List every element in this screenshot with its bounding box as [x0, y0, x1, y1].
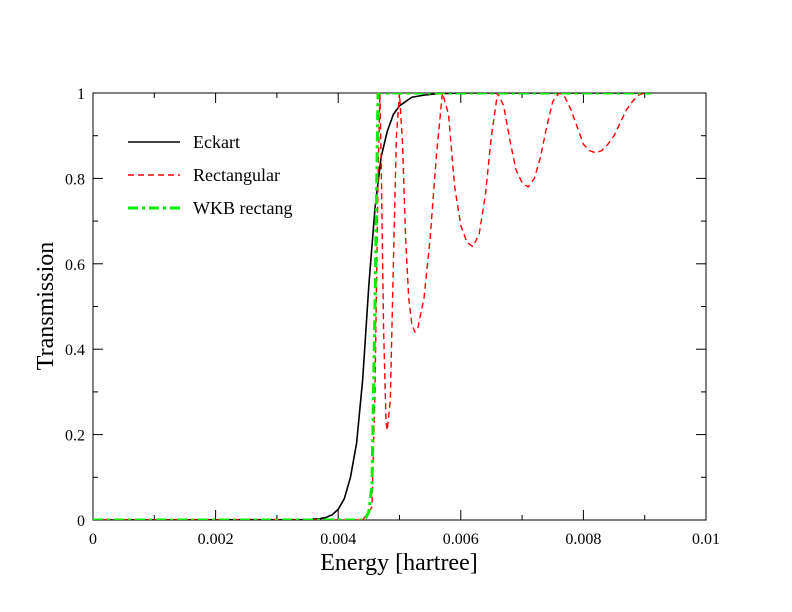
- x-tick-label: 0.008: [565, 531, 601, 548]
- y-tick-label: 1: [77, 86, 85, 103]
- x-tick-label: 0.002: [198, 531, 234, 548]
- x-tick-label: 0.004: [320, 531, 356, 548]
- axis-ticks: [92, 92, 707, 521]
- legend-label: WKB rectang: [193, 198, 292, 218]
- series-layer: [93, 93, 651, 520]
- legend-label: Rectangular: [193, 165, 280, 185]
- plot-frame: [92, 92, 707, 521]
- x-tick-label: 0: [89, 531, 97, 548]
- y-tick-label: 0.4: [65, 342, 85, 359]
- y-tick-label: 0: [77, 513, 85, 530]
- y-tick-label: 0.2: [65, 428, 85, 445]
- series-line-wkb-rectang: [93, 93, 651, 520]
- y-tick-label: 0.6: [65, 257, 85, 274]
- series-line-rectangular: [93, 93, 651, 520]
- legend: Eckart Rectangular WKB rectang: [128, 132, 292, 218]
- y-axis-title: Transmission: [33, 242, 59, 370]
- x-axis-title: Energy [hartree]: [320, 550, 477, 576]
- x-tick-label: 0.01: [692, 531, 720, 548]
- axis-tick-labels: 0 0.002 0.004 0.006 0.008 0.01 0 0.2 0.4 0.6 0.8 1: [65, 86, 720, 548]
- y-tick-label: 0.8: [65, 171, 85, 188]
- legend-label: Eckart: [193, 132, 240, 152]
- x-tick-label: 0.006: [443, 531, 479, 548]
